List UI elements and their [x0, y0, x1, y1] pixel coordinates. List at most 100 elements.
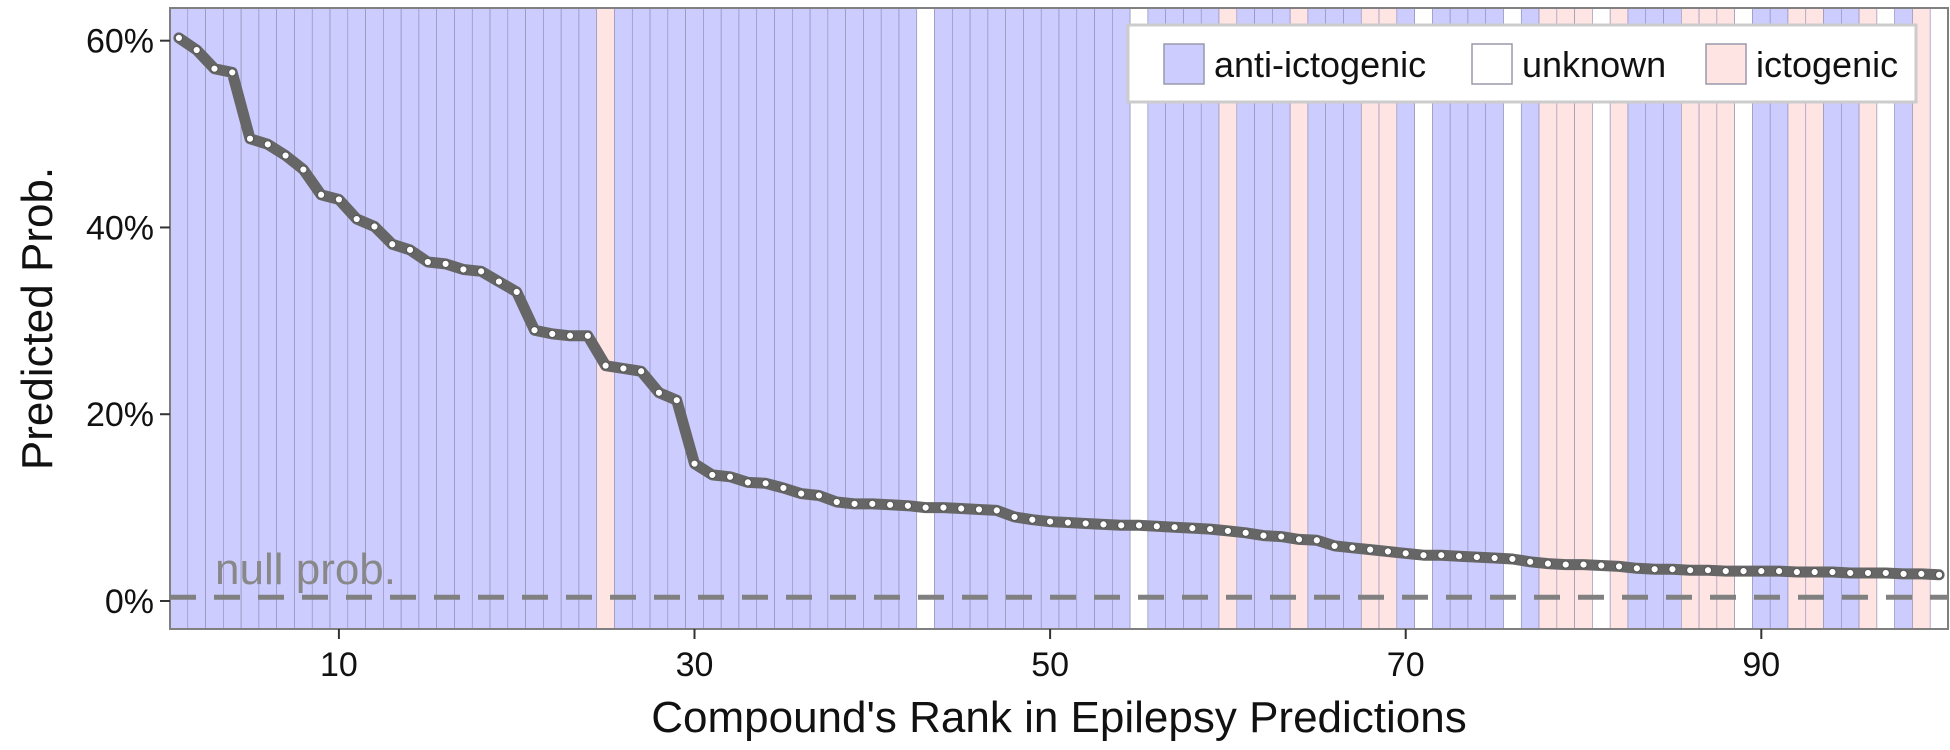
data-point-rank-81: [1597, 561, 1606, 570]
bar-rank-10: [329, 7, 349, 630]
data-point-rank-45: [957, 504, 966, 513]
data-point-rank-77: [1526, 557, 1535, 566]
data-point-rank-19: [494, 277, 504, 286]
data-point-rank-99: [1917, 569, 1926, 579]
data-point-rank-98: [1899, 569, 1908, 579]
data-point-rank-11: [352, 214, 361, 224]
data-point-rank-73: [1454, 552, 1464, 561]
legend-label-icto: ictogenic: [1756, 44, 1898, 85]
bar-rank-8: [294, 7, 313, 630]
x-tick-label: 10: [320, 646, 358, 684]
data-point-rank-1: [174, 33, 183, 42]
data-point-rank-7: [281, 151, 290, 160]
data-point-rank-4: [228, 68, 237, 77]
legend-label-unknown: unknown: [1522, 44, 1666, 85]
legend-key-anti: [1163, 43, 1205, 85]
bar-rank-34: [756, 7, 775, 630]
data-point-rank-92: [1792, 567, 1801, 577]
data-point-rank-90: [1757, 567, 1766, 576]
y-tick-label: 20%: [86, 396, 154, 434]
data-point-rank-52: [1081, 519, 1090, 528]
x-tick-label: 70: [1387, 646, 1425, 684]
bar-rank-45: [952, 7, 971, 630]
y-tick-label: 40%: [86, 209, 154, 247]
bar-rank-41: [880, 7, 900, 630]
bar-rank-3: [205, 7, 224, 630]
x-tick-label: 50: [1031, 646, 1069, 684]
data-point-rank-84: [1650, 565, 1659, 574]
data-point-rank-68: [1366, 545, 1375, 554]
data-point-rank-42: [903, 501, 912, 510]
data-point-rank-32: [725, 472, 735, 481]
bar-rank-15: [418, 7, 438, 630]
data-point-rank-79: [1561, 560, 1570, 569]
bar-rank-35: [774, 7, 793, 630]
data-point-rank-56: [1152, 522, 1161, 531]
data-point-rank-31: [708, 470, 717, 480]
y-axis-title: Predicted Prob.: [13, 167, 62, 470]
bar-rank-47: [987, 7, 1006, 630]
data-point-rank-44: [939, 503, 948, 512]
bar-rank-11: [347, 7, 366, 630]
bar-rank-46: [969, 7, 989, 630]
bar-rank-6: [258, 7, 277, 630]
y-axis: 0% 20% 40% 60%: [86, 23, 170, 621]
data-point-rank-93: [1810, 567, 1819, 577]
data-point-rank-21: [530, 326, 539, 335]
bar-rank-7: [276, 7, 295, 630]
bar-rank-43: [916, 7, 935, 630]
data-point-rank-13: [388, 240, 397, 249]
bar-rank-18: [471, 7, 491, 630]
bar-rank-48: [1005, 7, 1024, 630]
data-point-rank-28: [654, 388, 664, 397]
data-point-rank-75: [1490, 553, 1499, 563]
bar-rank-100: [1929, 7, 1949, 630]
data-point-rank-58: [1188, 524, 1197, 533]
bar-rank-37: [809, 7, 829, 630]
bar-rank-17: [454, 7, 473, 630]
bar-rank-50: [1040, 7, 1060, 630]
data-point-rank-60: [1223, 526, 1233, 536]
legend-box: [1126, 23, 1918, 104]
y-tick-label: 0%: [105, 583, 154, 621]
data-point-rank-15: [423, 257, 432, 267]
legend-label-anti: anti-ictogenic: [1214, 44, 1426, 85]
data-point-rank-38: [832, 497, 841, 507]
data-point-rank-53: [1099, 520, 1108, 529]
data-point-rank-64: [1294, 535, 1304, 544]
data-point-rank-34: [761, 479, 770, 488]
data-point-rank-89: [1739, 567, 1748, 576]
bar-rank-36: [791, 7, 811, 630]
data-point-rank-14: [405, 245, 415, 254]
x-axis: 10 30 50 70 90: [320, 629, 1780, 684]
bar-rank-33: [738, 7, 758, 630]
data-point-rank-57: [1170, 523, 1179, 532]
data-point-rank-62: [1259, 531, 1268, 540]
data-point-rank-36: [797, 489, 806, 498]
data-point-rank-87: [1703, 566, 1713, 575]
data-point-rank-33: [743, 478, 752, 487]
bar-rank-31: [703, 7, 722, 630]
data-point-rank-55: [1134, 521, 1144, 530]
data-point-rank-61: [1241, 528, 1250, 537]
data-point-rank-35: [779, 483, 788, 493]
data-point-rank-5: [245, 134, 255, 143]
bar-rank-52: [1076, 7, 1095, 630]
data-point-rank-24: [583, 331, 592, 340]
bar-rank-44: [934, 7, 953, 630]
data-point-rank-82: [1614, 562, 1624, 571]
data-point-rank-78: [1543, 559, 1553, 568]
x-tick-label: 90: [1742, 646, 1780, 684]
y-tick-label: 60%: [86, 23, 154, 61]
data-point-rank-47: [992, 506, 1001, 515]
data-point-rank-26: [619, 364, 628, 373]
data-point-rank-80: [1579, 560, 1588, 569]
data-point-rank-25: [601, 361, 610, 370]
data-point-rank-40: [868, 499, 877, 508]
data-point-rank-6: [263, 140, 272, 149]
data-point-rank-59: [1206, 524, 1215, 534]
bar-rank-39: [845, 7, 864, 630]
data-point-rank-48: [1010, 512, 1019, 522]
bar-rank-2: [187, 7, 206, 630]
